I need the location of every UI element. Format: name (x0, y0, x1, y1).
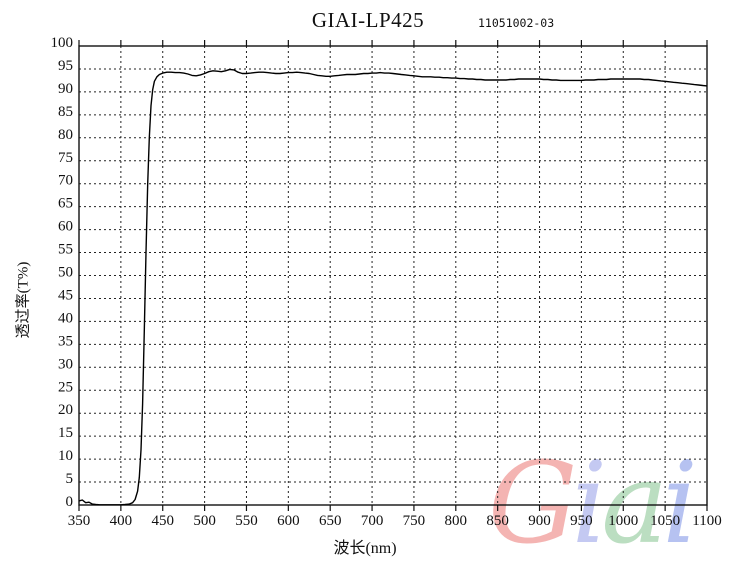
y-tick-label: 100 (51, 35, 74, 51)
x-tick-label: 500 (193, 513, 216, 529)
chart-code: 11051002-03 (478, 16, 555, 30)
x-tick-label: 750 (403, 513, 426, 529)
x-tick-label: 1000 (608, 513, 638, 529)
y-tick-label: 35 (58, 333, 73, 349)
x-tick-label: 900 (528, 513, 551, 529)
y-tick-label: 95 (58, 58, 73, 74)
x-tick-label: 400 (110, 513, 133, 529)
x-tick-label: 700 (361, 513, 384, 529)
chart-title: GIAI-LP425 (311, 8, 425, 32)
y-tick-label: 65 (58, 196, 73, 212)
x-tick-label: 950 (570, 513, 593, 529)
y-tick-label: 50 (58, 265, 73, 281)
y-tick-label: 5 (66, 471, 74, 487)
y-tick-label: 15 (58, 425, 73, 441)
x-tick-label: 350 (68, 513, 91, 529)
y-tick-label: 85 (58, 104, 73, 120)
x-tick-label: 450 (151, 513, 174, 529)
x-tick-label: 650 (319, 513, 342, 529)
y-tick-label: 45 (58, 287, 73, 303)
y-tick-label: 80 (58, 127, 73, 143)
y-tick-label: 75 (58, 150, 73, 166)
x-tick-label: 550 (235, 513, 258, 529)
y-tick-label: 70 (58, 173, 73, 189)
y-tick-label: 10 (58, 448, 73, 464)
y-tick-label: 30 (58, 356, 73, 372)
x-tick-label: 800 (445, 513, 468, 529)
y-tick-label: 20 (58, 402, 73, 418)
y-tick-label: 0 (66, 494, 74, 510)
y-tick-label: 90 (58, 81, 73, 97)
x-tick-label: 1100 (692, 513, 721, 529)
y-tick-label: 55 (58, 242, 73, 258)
transmittance-curve (78, 68, 708, 506)
plot-border (78, 45, 708, 506)
y-tick-label: 60 (58, 219, 73, 235)
x-axis-title: 波长(nm) (333, 540, 397, 557)
x-tick-label: 850 (486, 513, 509, 529)
y-tick-label: 25 (58, 379, 73, 395)
y-tick-label: 40 (58, 310, 73, 326)
x-tick-label: 600 (277, 513, 300, 529)
x-tick-label: 1050 (650, 513, 680, 529)
